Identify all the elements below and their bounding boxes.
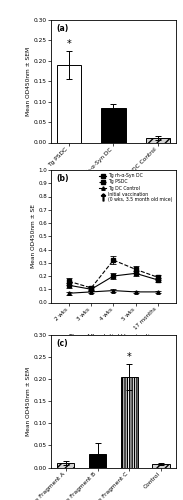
Bar [57, 463, 74, 468]
Bar [152, 464, 170, 468]
X-axis label: Vaccination Groups: Vaccination Groups [83, 184, 144, 190]
Bar [101, 108, 126, 142]
Legend: Tg rh-α-Syn DC, Tg PSDC, Tg DC Control, Initial vaccination
(0 wks, 3.5 month ol: Tg rh-α-Syn DC, Tg PSDC, Tg DC Control, … [98, 172, 173, 204]
Bar [89, 454, 106, 468]
Y-axis label: Mean OD450nm ± SEM: Mean OD450nm ± SEM [26, 46, 31, 116]
Y-axis label: Mean OD450nm ± SEM: Mean OD450nm ± SEM [26, 366, 31, 436]
Text: *: * [67, 40, 72, 50]
Y-axis label: Mean OD450nm ± SE: Mean OD450nm ± SE [31, 204, 36, 268]
X-axis label: Time After Intial Vaccination: Time After Intial Vaccination [69, 334, 158, 339]
Text: (c): (c) [56, 339, 68, 348]
Text: (b): (b) [56, 174, 69, 183]
Text: *: * [127, 352, 132, 362]
Bar [57, 65, 81, 142]
Bar [121, 377, 138, 468]
Text: (a): (a) [56, 24, 68, 32]
Bar [146, 138, 170, 142]
